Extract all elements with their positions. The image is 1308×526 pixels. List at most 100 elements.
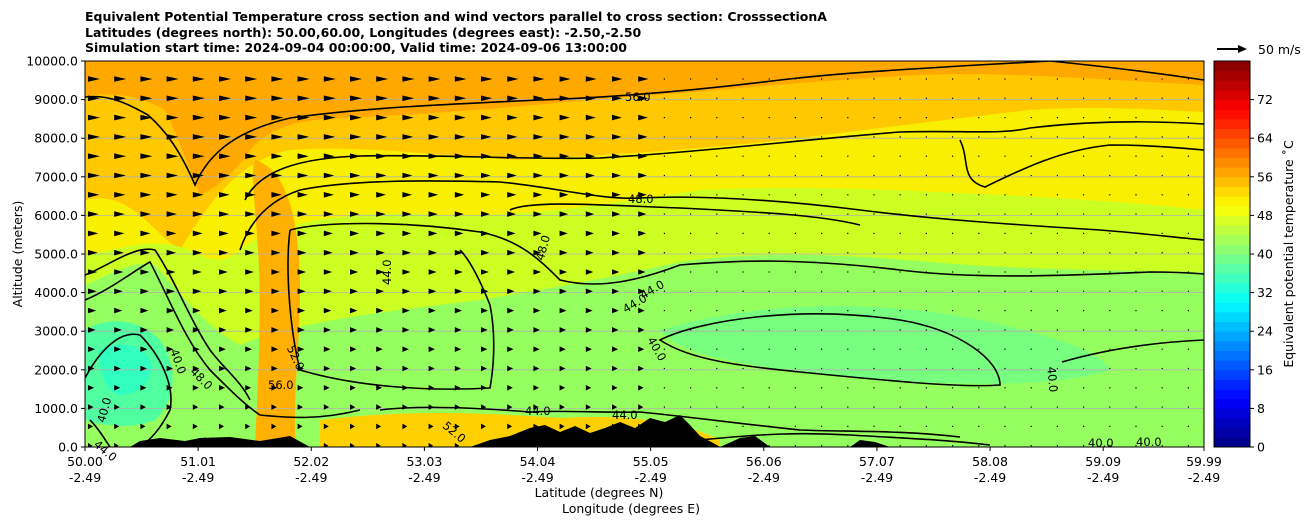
- wind-vector: [245, 192, 256, 198]
- wind-vector: [323, 269, 333, 275]
- wind-vector: [428, 172, 439, 179]
- wind-vector: [114, 153, 127, 159]
- wind-vector: [140, 192, 152, 198]
- colorbar-band: [1214, 99, 1250, 110]
- wind-vector: [585, 153, 596, 159]
- wind-vector: [952, 97, 954, 99]
- wind-vector: [899, 136, 901, 138]
- wind-vector: [323, 385, 330, 391]
- wind-vector: [245, 307, 253, 314]
- wind-vector: [768, 155, 770, 157]
- colorbar-tick-label: 48: [1257, 208, 1273, 223]
- wind-vector: [114, 307, 123, 314]
- wind-vector: [716, 174, 718, 177]
- wind-vector: [166, 76, 179, 82]
- wind-vector: [350, 114, 362, 121]
- contour-44-low: [89, 419, 111, 447]
- colorbar-band: [1214, 89, 1250, 101]
- wind-vector: [350, 211, 360, 217]
- contour-40-east: [1061, 339, 1204, 363]
- wind-vector: [1030, 348, 1032, 350]
- wind-vector: [114, 114, 127, 121]
- wind-vector: [1109, 271, 1111, 273]
- wind-vector: [1030, 425, 1032, 427]
- wind-vector: [847, 310, 849, 312]
- wind-vector: [1004, 136, 1006, 138]
- contour-low-ripple: [379, 406, 961, 438]
- wind-vector: [952, 310, 954, 312]
- wind-vectors: [88, 76, 1189, 447]
- wind-vector: [559, 346, 566, 352]
- wind-vector: [114, 211, 125, 217]
- wind-vector: [507, 385, 513, 391]
- quiver-key-arrowhead: [1238, 45, 1247, 53]
- wind-vector: [585, 288, 593, 295]
- wind-vector: [873, 232, 875, 234]
- wind-vector: [1135, 194, 1137, 196]
- wind-vector: [873, 213, 875, 215]
- wind-vector: [192, 249, 203, 256]
- wind-vector: [428, 269, 437, 275]
- wind-vector: [271, 192, 282, 198]
- wind-vector: [821, 136, 823, 138]
- colorbar-tick-label: 0: [1257, 440, 1265, 455]
- wind-vector: [376, 76, 389, 82]
- x-tick-label-lat: 52.02: [293, 454, 329, 469]
- wind-vector: [454, 249, 464, 256]
- wind-vector: [1109, 406, 1111, 408]
- wind-vector: [821, 290, 823, 292]
- wind-vector: [925, 387, 927, 389]
- x-tick-label-lat: 53.03: [406, 454, 442, 469]
- wind-vector: [1187, 232, 1189, 234]
- wind-vector: [952, 271, 954, 273]
- wind-vector: [428, 346, 436, 352]
- wind-vector: [690, 78, 692, 80]
- wind-vector: [952, 155, 954, 157]
- wind-vector: [585, 211, 595, 217]
- wind-vector: [794, 194, 796, 196]
- wind-vector: [585, 95, 597, 102]
- wind-vector: [402, 134, 414, 140]
- wind-vector: [1083, 329, 1085, 331]
- wind-vector: [454, 230, 464, 237]
- wind-vector: [114, 95, 127, 102]
- colorbar-band: [1214, 389, 1250, 400]
- wind-vector: [925, 213, 927, 215]
- wind-vector: [507, 404, 513, 410]
- wind-vector: [663, 348, 665, 350]
- wind-vector: [952, 136, 954, 138]
- wind-vector: [690, 290, 692, 292]
- wind-vector: [323, 153, 335, 159]
- wind-vector: [533, 327, 540, 333]
- wind-vector: [559, 307, 567, 314]
- wind-vector: [559, 385, 566, 391]
- wind-vector: [350, 404, 356, 410]
- colorbar-band: [1214, 331, 1250, 342]
- colorbar-band: [1214, 340, 1250, 351]
- wind-vector: [925, 97, 927, 99]
- wind-vector: [507, 95, 519, 102]
- wind-vector: [166, 327, 175, 333]
- colorbar-tick-label: 16: [1257, 362, 1273, 377]
- wind-vector: [114, 385, 121, 391]
- wind-vector: [978, 117, 980, 119]
- wind-vector: [925, 445, 927, 447]
- wind-vector: [612, 95, 623, 102]
- wind-vector: [219, 288, 228, 295]
- wind-vector: [742, 310, 744, 312]
- x-tick-label-lat: 59.99: [1186, 454, 1222, 469]
- wind-vector: [794, 155, 796, 157]
- wind-vector: [166, 423, 172, 430]
- colorbar-band: [1214, 61, 1250, 72]
- wind-vector: [533, 288, 541, 295]
- wind-vector: [350, 249, 359, 256]
- wind-vector: [376, 307, 384, 314]
- wind-vector: [323, 404, 330, 410]
- wind-vector: [402, 114, 414, 121]
- wind-vector: [219, 95, 231, 102]
- wind-vector: [1083, 348, 1085, 350]
- y-tick-label: 9000.0: [34, 92, 78, 107]
- wind-vector: [219, 346, 226, 352]
- wind-vector: [402, 442, 407, 447]
- wind-vector: [350, 134, 362, 140]
